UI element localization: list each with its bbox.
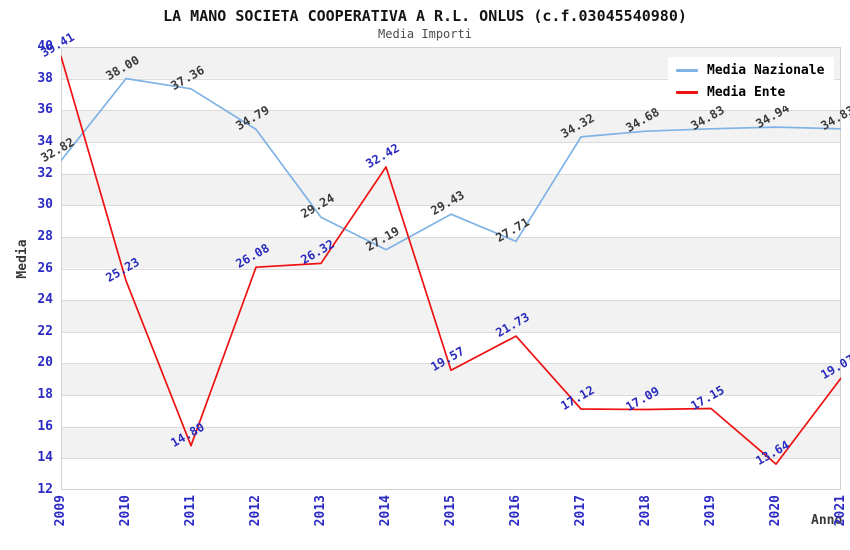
x-tick-label: 2014 — [378, 495, 393, 527]
y-tick-label: 26 — [37, 260, 53, 276]
y-tick-label: 32 — [37, 165, 53, 181]
y-tick-label: 30 — [37, 197, 53, 213]
legend-item: Media Ente — [676, 83, 824, 102]
x-tick-label: 2017 — [573, 495, 588, 527]
x-tick-label: 2019 — [703, 495, 718, 527]
legend-item: Media Nazionale — [676, 61, 824, 80]
y-axis-title: Media — [15, 239, 30, 279]
legend: Media Nazionale Media Ente — [668, 57, 835, 106]
y-tick-label: 36 — [37, 102, 53, 118]
y-tick-label: 20 — [37, 355, 53, 371]
y-tick-label: 22 — [37, 323, 53, 339]
y-tick-label: 40 — [37, 39, 53, 54]
legend-label: Media Nazionale — [707, 63, 825, 78]
x-tick-label: 2013 — [313, 495, 328, 527]
legend-line-swatch — [676, 69, 698, 72]
series-line-media-ente — [61, 55, 841, 465]
plot-border — [61, 47, 841, 490]
x-axis-title: Anno — [811, 513, 843, 528]
x-tick-label: 2020 — [768, 495, 783, 527]
x-tick-label: 2011 — [183, 495, 198, 527]
plot-lines-svg — [61, 47, 841, 490]
y-tick-label: 14 — [37, 450, 53, 466]
y-tick-label: 34 — [37, 133, 53, 149]
plot-area — [61, 47, 841, 490]
legend-line-swatch — [676, 91, 698, 94]
x-tick-label: 2021 — [833, 495, 848, 527]
chart-subtitle: Media Importi — [378, 27, 472, 41]
x-tick-label: 2010 — [118, 495, 133, 527]
series-line-media-nazionale — [61, 77, 841, 251]
x-tick-label: 2012 — [248, 495, 263, 527]
chart-title: LA MANO SOCIETA COOPERATIVA A R.L. ONLUS… — [163, 7, 687, 25]
y-tick-label: 16 — [37, 418, 53, 434]
x-tick-label: 2015 — [443, 495, 458, 527]
legend-label: Media Ente — [707, 85, 786, 100]
y-tick-label: 12 — [37, 482, 53, 497]
x-tick-label: 2018 — [638, 495, 653, 527]
x-tick-label: 2016 — [508, 495, 523, 527]
y-tick-label: 18 — [37, 387, 53, 403]
y-tick-label: 24 — [37, 292, 53, 308]
y-tick-label: 38 — [37, 70, 53, 86]
x-tick-label: 2009 — [53, 495, 68, 527]
y-tick-label: 28 — [37, 228, 53, 244]
